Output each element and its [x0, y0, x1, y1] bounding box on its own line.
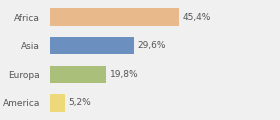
Text: 5,2%: 5,2%	[68, 98, 91, 107]
Bar	[50, 94, 65, 111]
Bar	[50, 37, 134, 54]
Text: 45,4%: 45,4%	[182, 13, 211, 22]
Text: 29,6%: 29,6%	[137, 41, 166, 50]
Text: 19,8%: 19,8%	[109, 70, 138, 79]
Bar	[50, 9, 179, 26]
Bar	[50, 66, 106, 83]
